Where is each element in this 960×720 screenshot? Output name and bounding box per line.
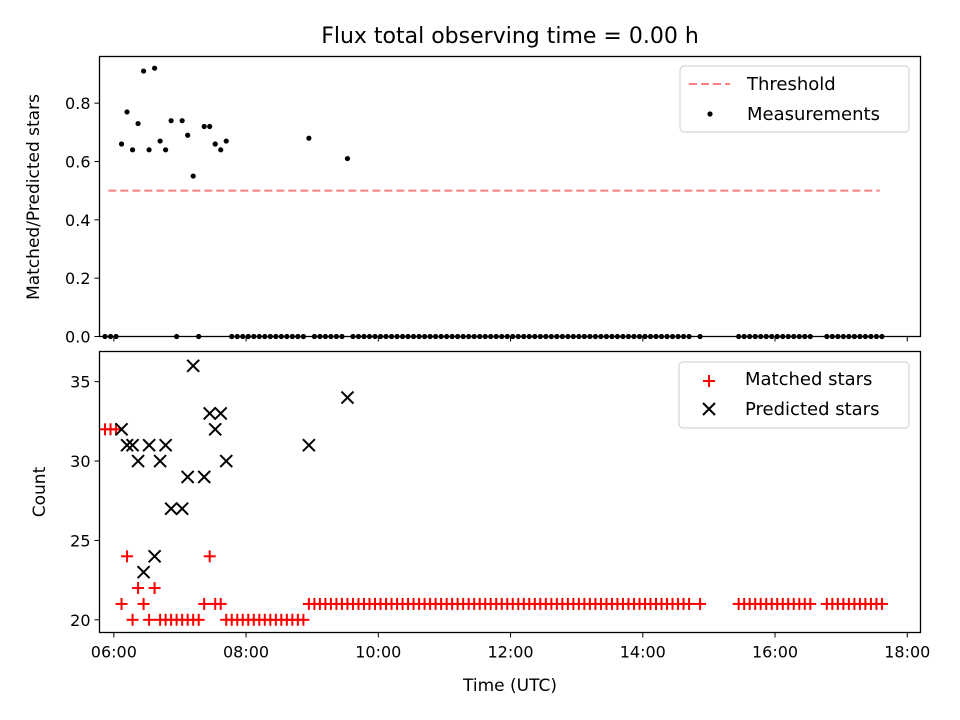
predicted-star-point	[147, 549, 162, 564]
predicted-star-point	[197, 470, 211, 484]
bottom-panel: 20 25 30 35 06:00 08:00 10:00 12:00 14:00 16:00 18…	[30, 350, 930, 696]
bottom-y-tick-label: 20	[70, 611, 90, 630]
predicted-star-point	[120, 438, 134, 452]
predicted-star-point	[136, 565, 151, 579]
top-legend: Threshold Measurements	[679, 65, 910, 133]
measurement-point	[152, 65, 158, 71]
bottom-y-tick-label: 35	[70, 373, 90, 392]
top-y-axis-label: Matched/Predicted stars	[24, 94, 44, 300]
matched-star-point	[137, 597, 150, 610]
matched-star-point	[132, 582, 145, 595]
bottom-y-tick-label: 25	[70, 531, 90, 550]
measurement-point	[146, 147, 152, 153]
x-tick-label: 14:00	[620, 643, 666, 662]
top-y-tick-label: 0.0	[65, 328, 90, 347]
legend-measurements-swatch	[707, 111, 713, 117]
top-y-tick-label: 0.2	[65, 269, 90, 288]
measurement-point	[223, 138, 229, 144]
measurement-point	[168, 118, 174, 124]
measurement-point	[129, 147, 136, 153]
measurement-point	[140, 68, 147, 74]
predicted-star-point	[131, 454, 145, 468]
predicted-star-point	[214, 406, 228, 421]
bottom-y-axis-label: Count	[30, 466, 50, 517]
predicted-star-point	[208, 422, 222, 436]
predicted-star-point	[153, 454, 167, 468]
bottom-plot-marks	[99, 359, 888, 626]
x-tick-label: 08:00	[223, 643, 269, 662]
predicted-star-point	[114, 422, 129, 436]
matched-star-point	[875, 597, 888, 610]
x-tick-label: 06:00	[91, 643, 137, 662]
legend-measurements-label: Measurements	[747, 104, 880, 125]
matched-star-point	[694, 597, 707, 610]
matched-star-point	[121, 550, 134, 563]
predicted-star-point	[142, 438, 156, 452]
measurement-point	[218, 147, 224, 153]
measurement-point	[157, 138, 163, 144]
measurement-point	[212, 141, 218, 147]
measurement-point	[344, 155, 351, 162]
predicted-star-point	[164, 501, 178, 516]
measurement-point	[306, 135, 312, 141]
predicted-star-point	[340, 390, 355, 405]
measurement-point	[201, 123, 207, 130]
measurement-point	[190, 173, 196, 179]
top-plot-frame	[98, 55, 922, 338]
measurement-point	[118, 141, 125, 147]
top-legend-box	[679, 65, 910, 133]
legend-threshold-label: Threshold	[746, 74, 836, 95]
measurement-point	[163, 147, 169, 153]
bottom-axis-ticks: 20 25 30 35 06:00 08:00 10:00 12:00 14:00 16:00 18…	[70, 373, 930, 662]
predicted-star-point	[302, 438, 316, 452]
predicted-star-point	[219, 454, 233, 468]
x-tick-label: 16:00	[752, 643, 798, 662]
measurement-point	[185, 132, 191, 138]
matched-star-point	[798, 597, 811, 610]
matched-star-point	[203, 550, 216, 563]
top-y-tick-label: 0.6	[65, 153, 90, 172]
matched-star-point	[143, 613, 156, 626]
predicted-star-point	[175, 501, 189, 516]
legend-predicted-label: Predicted stars	[745, 399, 879, 420]
predicted-star-point	[158, 438, 173, 452]
bottom-plot-frame	[98, 350, 922, 634]
legend-matched-label: Matched stars	[745, 369, 872, 390]
x-tick-label: 18:00	[884, 643, 930, 662]
x-tick-label: 10:00	[355, 643, 401, 662]
predicted-star-point	[125, 438, 140, 452]
matched-star-point	[148, 582, 161, 595]
bottom-legend: Matched stars Predicted stars	[678, 361, 910, 429]
top-panel: 0.00.20.40.60.8 Matched/Predicted stars …	[24, 55, 922, 347]
measurement-point	[135, 120, 141, 127]
matched-star-point	[683, 597, 696, 610]
predicted-star-point	[180, 470, 195, 484]
matched-star-point	[110, 423, 123, 436]
matched-star-point	[126, 613, 139, 626]
bottom-y-tick-label: 30	[70, 452, 90, 471]
measurement-point	[124, 109, 130, 115]
measurement-point	[179, 118, 185, 124]
top-y-tick-label: 0.8	[65, 94, 90, 113]
top-axis-ticks: 0.0 0.2 0.4 0.6 0.8	[65, 94, 908, 347]
bottom-legend-box	[678, 361, 910, 429]
matched-star-point	[198, 597, 211, 610]
legend-matched-swatch	[703, 375, 715, 387]
top-y-tick-label: 0.4	[65, 211, 90, 230]
predicted-star-point	[202, 406, 217, 421]
matched-star-point	[192, 613, 205, 626]
x-tick-label: 12:00	[487, 643, 533, 662]
matched-star-point	[115, 597, 128, 610]
legend-predicted-swatch	[702, 402, 716, 416]
measurement-point	[207, 123, 213, 130]
matched-star-point	[335, 597, 348, 610]
matched-star-point	[297, 613, 310, 626]
matched-star-point	[214, 597, 227, 610]
top-chart-title: Flux total observing time = 0.00 h	[321, 24, 699, 49]
x-axis-label: Time (UTC)	[462, 676, 557, 696]
predicted-star-point	[186, 359, 200, 373]
